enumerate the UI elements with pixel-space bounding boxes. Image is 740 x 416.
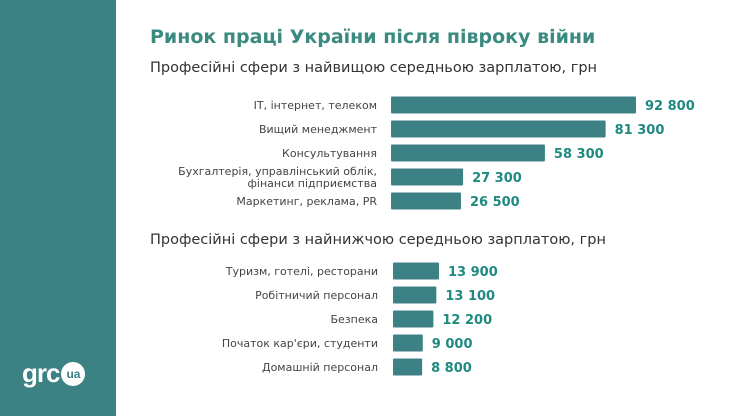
sidebar xyxy=(0,0,116,416)
value-label: 8 800 xyxy=(431,361,472,376)
category-label: Консультування xyxy=(282,147,377,160)
category-label: Безпека xyxy=(330,313,378,326)
bar xyxy=(391,192,461,210)
bar xyxy=(391,144,545,162)
value-label: 26 500 xyxy=(470,195,520,210)
logo-text: grc xyxy=(22,358,60,388)
category-label: Початок кар'єри, студенти xyxy=(222,337,378,350)
logo-badge: ua xyxy=(61,361,86,386)
value-label: 92 800 xyxy=(645,99,695,114)
bar xyxy=(391,120,606,138)
value-label: 27 300 xyxy=(472,171,522,186)
page-title: Ринок праці України після півроку війни xyxy=(150,26,596,48)
bar xyxy=(393,334,423,352)
bar xyxy=(391,96,636,114)
bar xyxy=(391,168,464,186)
bar xyxy=(393,262,439,280)
category-label: IT, інтернет, телеком xyxy=(254,99,377,112)
value-label: 58 300 xyxy=(554,147,604,162)
grc-logo: grc ua xyxy=(22,358,86,389)
category-label: Домашній персонал xyxy=(262,361,378,374)
value-label: 9 000 xyxy=(432,337,473,352)
category-label: Вищий менеджмент xyxy=(259,123,378,136)
value-label: 13 100 xyxy=(445,289,495,304)
chart-1-title: Професійні сфери з найвищою середньою за… xyxy=(150,60,598,76)
category-label: Бухгалтерія, управлінський облік, xyxy=(178,165,377,178)
category-label: Маркетинг, реклама, PR xyxy=(236,195,377,208)
bar xyxy=(393,286,437,304)
value-label: 13 900 xyxy=(448,265,498,280)
category-label: Туризм, готелі, ресторани xyxy=(225,265,378,278)
category-label: Робітничий персонал xyxy=(255,289,378,302)
bar xyxy=(393,358,423,376)
bar xyxy=(393,310,434,328)
chart-2-title: Професійні сфери з найнижчою середньою з… xyxy=(150,232,606,248)
value-label: 12 200 xyxy=(442,313,492,328)
category-label: фінанси підприємства xyxy=(248,177,377,190)
value-label: 81 300 xyxy=(615,123,665,138)
